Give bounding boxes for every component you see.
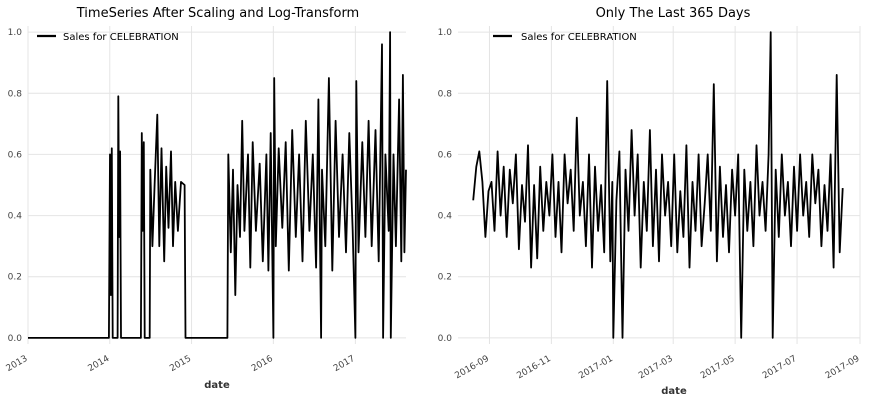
chart-1-series-line	[28, 31, 407, 339]
chart-1-x-tick-label: 2016	[250, 354, 275, 374]
chart-2-x-tick-label: 2017-01	[577, 354, 615, 381]
chart-1-legend: Sales for CELEBRATION	[37, 32, 179, 43]
chart-2-legend-label: Sales for CELEBRATION	[521, 32, 637, 43]
chart-2-series-line	[472, 31, 844, 339]
chart-2-x-tick-label: 2017-05	[699, 354, 737, 381]
chart-2-x-tick-label: 2016-11	[515, 354, 553, 381]
chart-2-legend: Sales for CELEBRATION	[493, 32, 637, 43]
chart-2-x-tick-label: 2016-09	[453, 354, 491, 382]
chart-1-x-tick-label: 2014	[86, 354, 111, 374]
chart-2-y-tick-label: 0.4	[438, 212, 453, 222]
chart-1-legend-label: Sales for CELEBRATION	[63, 32, 179, 43]
chart-1-x-tick-label: 2017	[332, 354, 357, 374]
chart-1-y-tick-label: 0.0	[8, 334, 23, 344]
chart-1-title: TimeSeries After Scaling and Log-Transfo…	[76, 6, 359, 21]
chart-1-plot-area: 0.0 0.2 0.4 0.6 0.8 1.0 2013 2014 2015 2016 2017	[5, 26, 407, 374]
chart-1-x-tick-label: 2015	[168, 354, 193, 374]
chart-2-y-tick-label: 0.6	[438, 150, 453, 160]
chart-1-y-tick-label: 0.6	[8, 150, 23, 160]
chart-2: Only The Last 365 Days 0.0 0.2 0.4 0.6 0.8 1.…	[438, 6, 862, 397]
chart-2-title: Only The Last 365 Days	[596, 6, 751, 21]
chart-1-y-tick-label: 0.4	[8, 212, 23, 222]
chart-1-x-tick-label: 2013	[5, 354, 30, 374]
chart-1-y-tick-label: 0.2	[8, 273, 22, 283]
chart-2-x-tick-label: 2017-09	[824, 354, 862, 382]
chart-2-y-tick-label: 0.0	[438, 334, 453, 344]
chart-2-x-axis-label: date	[661, 386, 687, 397]
chart-2-plot-area: 0.0 0.2 0.4 0.6 0.8 1.0 2016-09 2016-11 2017-01 2…	[438, 26, 862, 381]
chart-1: TimeSeries After Scaling and Log-Transfo…	[5, 6, 407, 391]
chart-2-y-tick-label: 0.2	[438, 273, 452, 283]
chart-2-x-tick-label: 2017-07	[761, 354, 799, 381]
chart-1-y-tick-label: 1.0	[8, 28, 23, 38]
chart-2-y-tick-label: 0.8	[438, 89, 453, 99]
chart-2-y-tick-label: 1.0	[438, 28, 453, 38]
chart-2-x-tick-label: 2017-03	[637, 354, 675, 381]
chart-1-y-tick-label: 0.8	[8, 89, 23, 99]
chart-1-x-axis-label: date	[204, 380, 230, 391]
